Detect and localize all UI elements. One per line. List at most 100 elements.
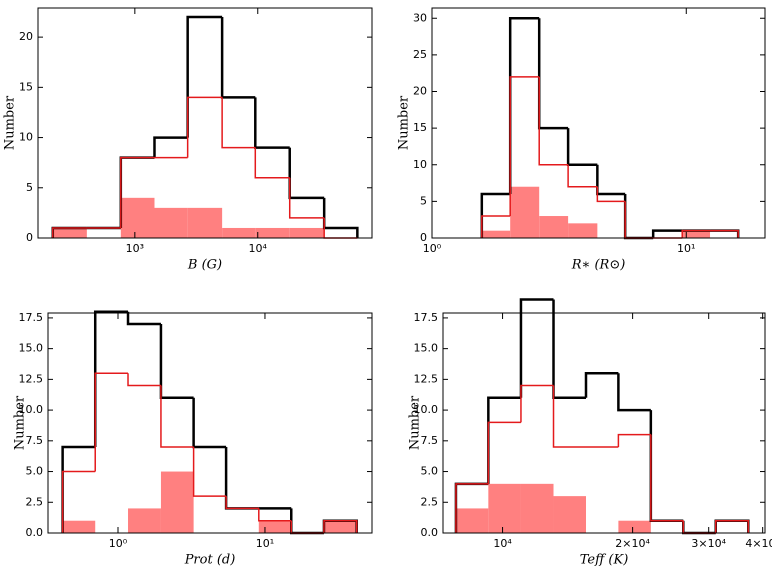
hist-step <box>220 17 256 99</box>
hist-bar <box>187 207 223 238</box>
axes-frame <box>442 312 766 534</box>
hist-step <box>617 433 651 447</box>
x-tick-label: 10⁴ <box>249 242 268 255</box>
y-tick-label: 30 <box>413 11 427 24</box>
x-axis-label: Teff (K) <box>580 553 629 568</box>
y-tick-label: 15.0 <box>414 342 439 355</box>
hist-step <box>290 520 324 534</box>
y-tick-label: 5.0 <box>26 465 44 478</box>
y-axis-label: Number <box>3 95 18 150</box>
hist-bar <box>62 520 96 533</box>
hist-step <box>650 434 684 522</box>
hist-bar <box>539 216 569 238</box>
hist-step <box>254 97 290 149</box>
y-tick-label: 10 <box>413 158 427 171</box>
hist-step <box>120 156 155 228</box>
hist-step <box>186 15 223 138</box>
hist-step <box>225 496 259 510</box>
hist-step <box>714 519 750 533</box>
hist-step <box>61 470 96 533</box>
hist-step <box>552 299 586 400</box>
hist-step <box>192 397 227 449</box>
hist-step <box>258 508 292 522</box>
y-tick-label: 7.5 <box>26 434 44 447</box>
y-tick-label: 12.5 <box>19 372 44 385</box>
y-tick-label: 0 <box>420 231 427 244</box>
y-tick-label: 15 <box>19 80 33 93</box>
hist-bar <box>323 520 357 533</box>
hist-bar <box>255 227 290 238</box>
axes-frame <box>431 7 766 239</box>
hist-bar <box>222 227 256 238</box>
hist-step <box>127 373 161 387</box>
hist-bar <box>289 227 325 238</box>
hist-step <box>710 229 739 238</box>
x-tick-label: 10³ <box>126 242 144 255</box>
x-axis-label: B (G) <box>187 258 222 273</box>
hist-step <box>254 147 290 179</box>
y-tick-label: 5 <box>26 181 33 194</box>
x-tick-label: 4×10⁴ <box>745 537 772 550</box>
y-tick-label: 5 <box>420 194 427 207</box>
hist-step <box>153 136 188 158</box>
hist-bar <box>120 197 155 238</box>
x-axis-label: R∗ (R⊙) <box>571 258 626 273</box>
hist-step <box>617 373 651 412</box>
hist-step <box>61 445 96 533</box>
hist-bar <box>128 508 161 533</box>
hist-step <box>224 446 259 510</box>
hist-step <box>596 164 626 196</box>
hist-bar <box>488 483 521 533</box>
y-tick-label: 10 <box>19 131 33 144</box>
hist-step <box>584 371 619 398</box>
y-tick-label: 15.0 <box>19 342 44 355</box>
hist-step <box>519 298 554 398</box>
hist-step <box>290 508 324 535</box>
hist-step <box>52 227 87 238</box>
y-tick-label: 2.5 <box>26 495 44 508</box>
y-tick-label: 25 <box>413 48 427 61</box>
y-tick-label: 5.0 <box>421 465 439 478</box>
hist-step <box>487 396 521 484</box>
hist-step <box>126 311 161 326</box>
hist-bar <box>455 508 489 533</box>
hist-bar <box>520 483 554 533</box>
hist-step <box>520 384 554 423</box>
axes-frame <box>47 312 373 534</box>
y-tick-label: 20 <box>413 85 427 98</box>
hist-step <box>322 197 359 238</box>
hist-bar <box>52 227 87 238</box>
hist-step <box>681 229 711 238</box>
hist-step <box>538 76 569 166</box>
y-tick-label: 17.5 <box>19 311 44 324</box>
y-tick-label: 7.5 <box>421 434 439 447</box>
y-tick-label: 20 <box>19 30 33 43</box>
hist-step <box>682 520 716 535</box>
hist-step <box>186 96 223 158</box>
hist-step <box>651 229 683 238</box>
hist-step <box>566 128 598 167</box>
hist-step <box>682 520 716 534</box>
y-tick-label: 10.0 <box>19 403 44 416</box>
x-tick-label: 10⁴ <box>493 537 512 550</box>
y-tick-label: 15 <box>413 121 427 134</box>
y-tick-label: 0.0 <box>26 526 44 539</box>
hist-step <box>508 17 540 195</box>
hist-step <box>481 215 511 238</box>
x-tick-label: 10¹ <box>677 242 695 255</box>
y-axis-label: Number <box>408 395 423 450</box>
hist-step <box>288 177 325 219</box>
hist-step <box>455 483 489 533</box>
hist-step <box>94 372 129 472</box>
y-tick-label: 0 <box>26 231 33 244</box>
hist-step <box>567 164 598 188</box>
hist-step <box>509 76 540 217</box>
hist-step <box>596 186 626 203</box>
x-tick-label: 10⁰ <box>423 242 442 255</box>
axes-frame <box>37 7 373 239</box>
hist-step <box>93 310 129 447</box>
x-tick-label: 10¹ <box>256 537 274 550</box>
hist-bar <box>510 186 540 238</box>
hist-step <box>624 201 654 239</box>
